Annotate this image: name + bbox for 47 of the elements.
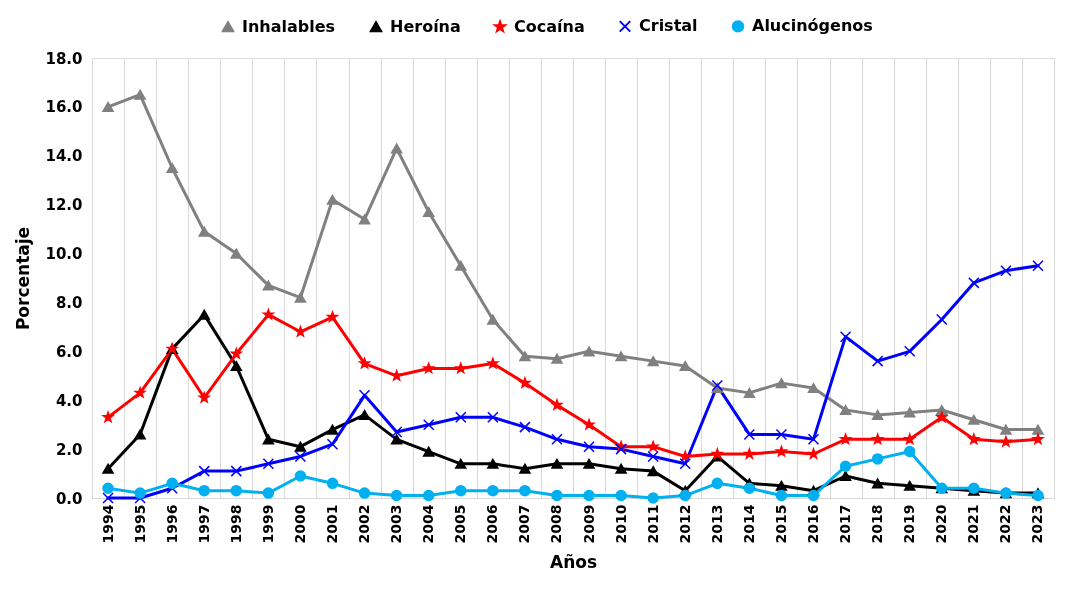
y-tick-label: 10.0: [45, 245, 83, 264]
x-tick-label: 1995: [131, 504, 148, 544]
x-tick-label: 2011: [644, 504, 661, 544]
y-tick-label: 6.0: [55, 342, 83, 361]
y-tick-label: 12.0: [45, 196, 83, 215]
x-tick-label: 2023: [1029, 504, 1046, 544]
x-tick-label: 2003: [388, 504, 405, 544]
x-tick-label: 2015: [772, 504, 789, 544]
x-tick-label: 2007: [516, 504, 533, 544]
x-tick-label: 2000: [291, 504, 308, 544]
y-tick-label: 18.0: [45, 49, 83, 68]
y-tick-label: 8.0: [55, 293, 83, 312]
x-tick-label: 2022: [997, 504, 1014, 544]
x-tick-label: 2004: [420, 504, 437, 544]
legend-label: Heroína: [390, 16, 461, 36]
y-tick-label: 4.0: [55, 391, 83, 410]
x-tick-label: 1998: [227, 504, 244, 544]
x-tick-label: 2009: [580, 504, 597, 544]
x-tick-label: 2021: [965, 504, 982, 544]
x-tick-label: 1999: [259, 504, 276, 544]
x-tick-label: 1996: [163, 504, 180, 544]
x-tick-label: 2017: [837, 504, 854, 544]
x-tick-label: 2001: [324, 504, 340, 544]
x-tick-label: 2005: [452, 504, 469, 544]
legend-label: Alucinógenos: [752, 16, 873, 36]
legend-label: Inhalables: [242, 16, 336, 36]
legend-label: Cocaína: [514, 16, 585, 36]
x-tick-label: 2016: [805, 504, 821, 544]
x-axis-title: Años: [549, 552, 598, 573]
x-tick-label: 2006: [484, 504, 501, 544]
x-tick-label: 2013: [708, 504, 725, 544]
legend-label: Cristal: [639, 16, 698, 36]
x-tick-label: 2014: [740, 504, 757, 544]
x-tick-label: 2012: [676, 504, 693, 544]
x-tick-label: 2002: [356, 504, 373, 544]
y-axis-title: Porcentaje: [13, 226, 34, 331]
x-tick-label: 2010: [612, 504, 629, 544]
x-tick-label: 2018: [869, 504, 886, 544]
y-tick-label: 16.0: [45, 98, 83, 117]
y-tick-label: 14.0: [45, 147, 83, 166]
x-tick-label: 1994: [99, 504, 116, 544]
y-tick-label: 2.0: [55, 440, 83, 459]
x-tick-label: 2019: [901, 504, 918, 544]
x-tick-label: 2008: [548, 504, 565, 544]
y-tick-label: 0.0: [55, 489, 83, 508]
x-tick-label: 2020: [933, 504, 950, 544]
x-tick-label: 1997: [195, 504, 212, 544]
